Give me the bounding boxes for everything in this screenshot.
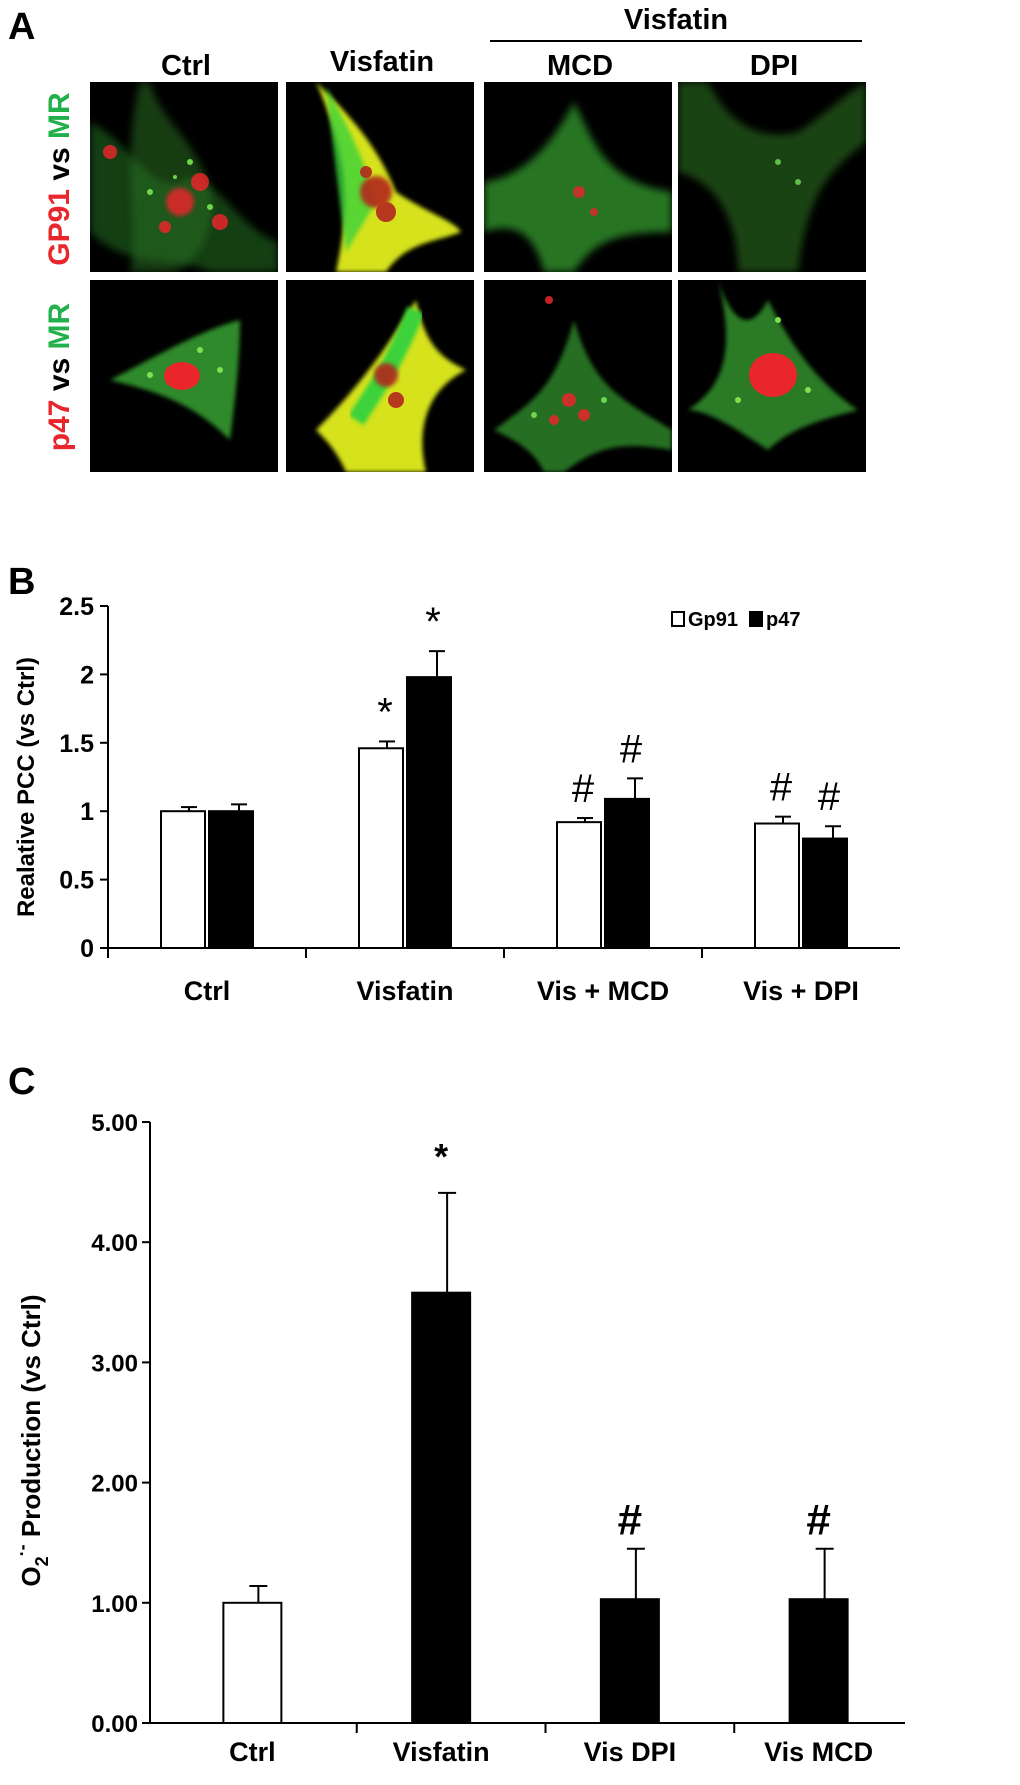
legend-label-gp91: Gp91: [688, 609, 738, 631]
chart-c-y-tick-label: 2.00: [91, 1471, 138, 1498]
chart-c-annotation: *: [434, 1136, 448, 1177]
panel-c-letter: C: [8, 1061, 35, 1103]
chart-b-y-tick-label: 1.5: [59, 730, 94, 758]
chart-b-annotation: #: [818, 775, 841, 819]
chart-b: B 0 0.5 1 1.5 2 2.5 Realative PCC (vs Ctrl) Ctrl…: [8, 561, 900, 1006]
chart-b-annotation: *: [377, 690, 393, 734]
chart-b-bar-p47: [802, 837, 848, 949]
chart-c-y-label-sub: 2: [32, 1556, 52, 1566]
chart-b-category-label: Vis + DPI: [743, 976, 859, 1006]
chart-c-annotation: #: [806, 1496, 830, 1545]
row-label-gp91-marker: GP91: [43, 189, 76, 266]
chart-b-y-tick-label: 1: [80, 798, 94, 826]
chart-b-y-tick-label: 0.5: [59, 867, 94, 895]
chart-b-annotation: #: [770, 766, 793, 810]
row-label-p47-mr: MR: [43, 302, 76, 350]
visfatin-group-line: [490, 40, 862, 42]
row-label-p47-vs: vs: [43, 349, 76, 400]
chart-b-category-label: Vis + MCD: [537, 976, 669, 1006]
chart-b-annotation: #: [572, 767, 595, 811]
chart-c-y-tick-label: 3.00: [91, 1350, 138, 1377]
chart-c-y-tick-label: 0.00: [91, 1711, 138, 1738]
tile-gp91-ctrl: [90, 82, 278, 272]
column-label-visfatin: Visfatin: [329, 46, 435, 78]
chart-c-y-label-o: O: [16, 1566, 46, 1586]
tile-p47-mcd: [484, 280, 672, 472]
chart-c-y-label-sup: ·-: [12, 1544, 32, 1556]
chart-c-bar: [222, 1601, 283, 1724]
panel-a-letter: A: [8, 6, 36, 48]
chart-b-y-tick-label: 2: [80, 661, 94, 689]
column-label-ctrl: Ctrl: [161, 50, 211, 82]
chart-c: C 0.00 1.00 2.00 3.00 4.00 5.00 O2·- Production…: [8, 1061, 905, 1767]
row-label-gp91-vs: vs: [43, 138, 76, 189]
chart-b-bar-p47: [604, 797, 650, 949]
chart-b-annotation: *: [425, 600, 441, 644]
legend-label-p47: p47: [766, 609, 800, 631]
row-label-gp91: GP91 vs MR: [43, 84, 77, 274]
chart-c-bar: [788, 1598, 849, 1724]
chart-b-bar-gp91: [160, 810, 206, 949]
row-label-p47-marker: p47: [43, 399, 76, 452]
chart-b-bar-gp91: [754, 822, 800, 949]
chart-b-bar-gp91: [556, 821, 602, 950]
tile-gp91-dpi: [678, 82, 866, 272]
chart-b-bar-p47: [406, 676, 452, 950]
tile-p47-dpi: [678, 280, 866, 472]
chart-b-y-tick-label: 2.5: [59, 593, 94, 621]
tile-gp91-visfatin: [286, 82, 474, 272]
tile-p47-ctrl: [90, 280, 278, 472]
chart-c-y-tick-label: 4.00: [91, 1230, 138, 1257]
chart-b-y-label: Realative PCC (vs Ctrl): [13, 657, 40, 917]
chart-b-category-label: Ctrl: [184, 976, 231, 1006]
visfatin-group-label: Visfatin: [623, 4, 729, 36]
legend-swatch-gp91: [671, 611, 685, 627]
chart-c-y-label-rest: Production (vs Ctrl): [16, 1294, 46, 1544]
chart-b-category-label: Visfatin: [356, 976, 453, 1006]
column-label-dpi: DPI: [749, 50, 799, 82]
micrograph-grid: [90, 82, 866, 472]
chart-b-bar-gp91: [358, 747, 404, 949]
chart-c-category-label: Vis DPI: [584, 1737, 677, 1767]
legend-swatch-p47: [749, 611, 763, 627]
chart-c-bar: [599, 1598, 660, 1724]
row-label-p47: p47 vs MR: [43, 282, 77, 472]
tile-p47-visfatin: [286, 280, 474, 472]
panel-b-letter: B: [8, 561, 35, 603]
row-label-gp91-mr: MR: [43, 92, 76, 139]
tile-gp91-mcd: [484, 82, 672, 272]
chart-c-y-tick-label: 5.00: [91, 1110, 138, 1137]
chart-b-annotation: #: [620, 727, 643, 771]
chart-c-bar: [411, 1291, 472, 1725]
chart-c-category-label: Visfatin: [393, 1737, 490, 1767]
chart-c-y-tick-label: 1.00: [91, 1591, 138, 1618]
chart-c-y-label: O2·- Production (vs Ctrl): [12, 1294, 52, 1586]
chart-c-category-label: Vis MCD: [764, 1737, 873, 1767]
chart-b-y-tick-label: 0: [80, 935, 94, 963]
chart-b-bar-p47: [208, 810, 254, 949]
chart-c-category-label: Ctrl: [229, 1737, 276, 1767]
chart-c-annotation: #: [618, 1496, 642, 1545]
column-label-mcd: MCD: [546, 50, 614, 82]
